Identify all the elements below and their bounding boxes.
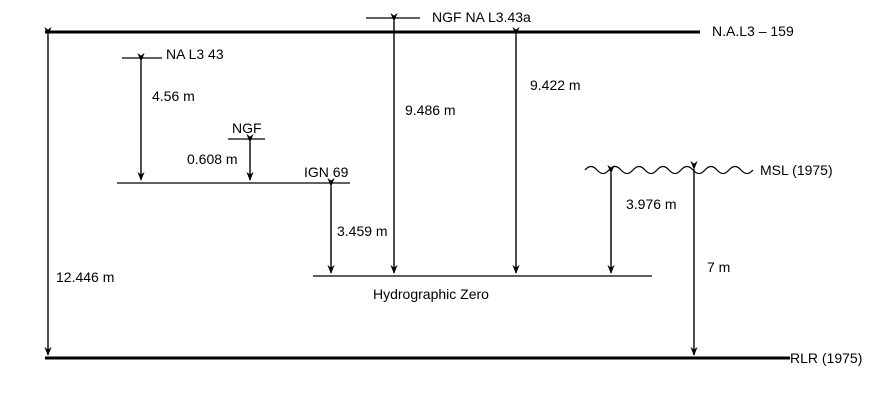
label-hydro-zero: Hydrographic Zero xyxy=(373,286,489,302)
label-rlr: RLR (1975) xyxy=(790,350,862,366)
label-nal3: N.A.L3 – 159 xyxy=(712,23,794,39)
label-ngf-nal343a: NGF NA L3.43a xyxy=(432,9,531,25)
label-nal343: NA L3 43 xyxy=(166,46,224,62)
label-9486: 9.486 m xyxy=(405,102,456,118)
msl-wave-line xyxy=(584,165,754,175)
label-3459: 3.459 m xyxy=(337,223,388,239)
label-ign69: IGN 69 xyxy=(304,164,349,180)
label-456: 4.56 m xyxy=(152,88,195,104)
label-msl: MSL (1975) xyxy=(760,162,833,178)
label-0608: 0.608 m xyxy=(187,151,238,167)
label-3976: 3.976 m xyxy=(626,196,677,212)
label-ngf: NGF xyxy=(232,120,262,136)
label-7: 7 m xyxy=(707,259,730,275)
label-12446: 12.446 m xyxy=(56,269,114,285)
label-9422: 9.422 m xyxy=(530,77,581,93)
